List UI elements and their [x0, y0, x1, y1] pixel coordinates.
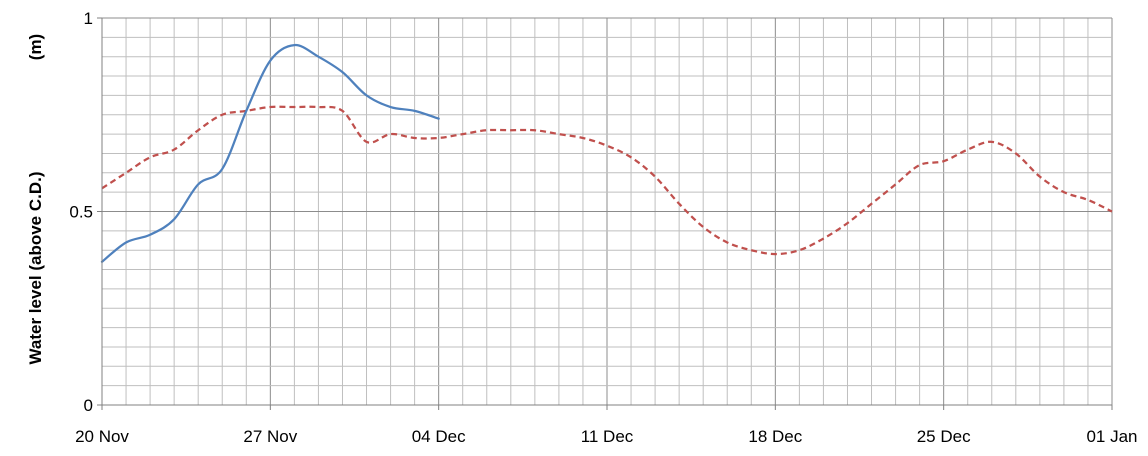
- x-tick-label: 27 Nov: [243, 427, 297, 446]
- series-line-solid: [100, 43, 440, 263]
- y-axis-unit: (m): [26, 34, 45, 60]
- x-tick-label: 18 Dec: [748, 427, 802, 446]
- x-tick-label: 20 Nov: [75, 427, 129, 446]
- series-layer: [100, 43, 1113, 263]
- grid: [101, 17, 1113, 406]
- x-tick-label: 01 Jan: [1086, 427, 1137, 446]
- tick-labels: 0 0.5 1 20 Nov 27 Nov 04 Dec 11 Dec 18 Dec 25 De…: [69, 9, 1137, 446]
- x-tick-label: 11 Dec: [581, 427, 634, 446]
- series-line-dashed: [101, 105, 1113, 256]
- y-axis-title: Water level (above C.D.): [26, 171, 45, 364]
- x-tick-label: 04 Dec: [412, 427, 466, 446]
- x-tick-label: 25 Dec: [917, 427, 971, 446]
- y-tick-label: 0: [84, 396, 93, 415]
- y-tick-label: 0.5: [69, 203, 93, 222]
- y-tick-label: 1: [84, 9, 93, 28]
- axes: [97, 17, 1113, 410]
